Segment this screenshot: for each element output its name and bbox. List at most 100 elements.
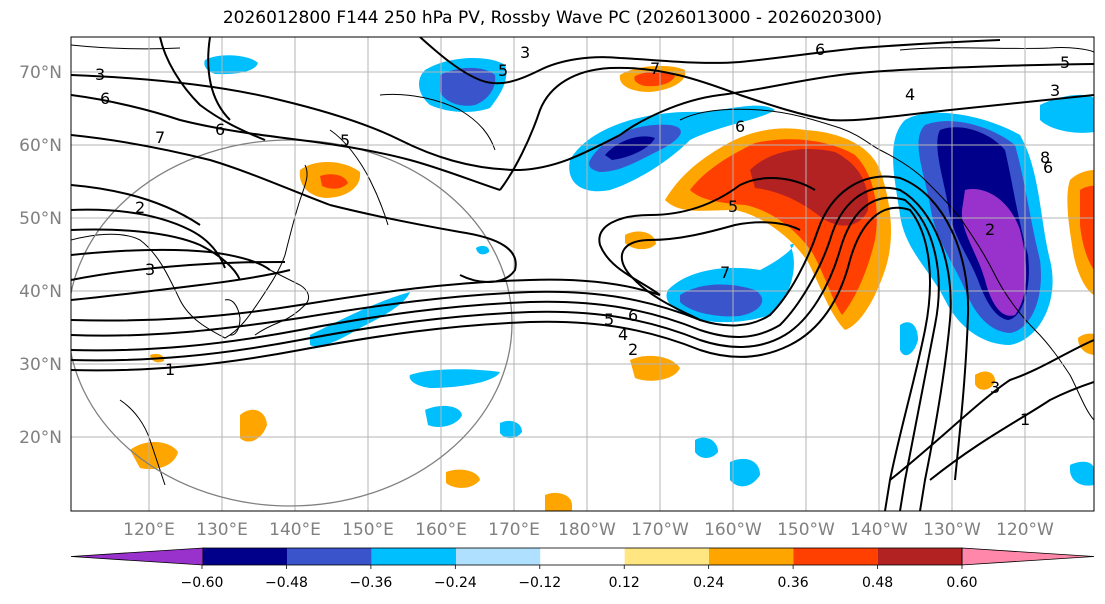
contour-layer	[71, 37, 1094, 511]
colorbar-swatch	[709, 548, 794, 565]
positive-anomaly-region	[634, 71, 675, 87]
contour-line	[207, 37, 231, 121]
contour-label: 6	[735, 117, 745, 136]
lat-label: 40°N	[19, 282, 62, 302]
lon-label: 150°W	[777, 520, 835, 540]
contour-label: 3	[990, 378, 1000, 397]
contour-line	[929, 381, 1094, 481]
contour-line	[598, 177, 816, 296]
colorbar-swatch	[793, 548, 878, 565]
contour-label: 6	[215, 120, 225, 139]
colorbar-tick-label: 0.60	[946, 575, 977, 591]
colorbar-tick-label: 0.36	[778, 575, 809, 591]
lat-label: 30°N	[19, 355, 62, 375]
contour-label: 5	[604, 310, 614, 329]
negative-anomaly-region	[1070, 461, 1094, 486]
contour-line	[889, 339, 1094, 481]
contour-label: 2	[628, 340, 638, 359]
colorbar-tick-label: 0.12	[609, 575, 640, 591]
contour-value-labels: 3 6 2 7 6 5 3 7 6 5 4 6 6 5 4 2 7 5 3 1 …	[95, 40, 1070, 429]
colorbar-tick-label: 0.48	[862, 575, 893, 591]
colorbar-swatch	[456, 548, 541, 565]
contour-label: 7	[720, 263, 730, 282]
negative-anomaly-region	[569, 105, 775, 192]
contour-label: 4	[618, 325, 628, 344]
contour-label: 6	[1043, 158, 1053, 177]
coastline-arctic	[71, 44, 1094, 53]
colorbar-swatch	[287, 548, 372, 565]
lat-label: 70°N	[19, 63, 62, 83]
colorbar-extend-max	[961, 547, 1095, 566]
positive-anomaly-region	[545, 492, 572, 511]
colorbar-tick-label: 0.24	[693, 575, 724, 591]
negative-anomaly-region	[500, 420, 522, 439]
lon-label: 170°E	[488, 520, 540, 540]
colorbar-swatch	[877, 548, 962, 565]
contour-line	[619, 63, 1094, 136]
lat-label: 60°N	[19, 136, 62, 156]
latitude-labels: 70°N 60°N 50°N 40°N 30°N 20°N	[19, 63, 62, 448]
map-frame	[70, 36, 1095, 512]
lon-label: 180°W	[558, 520, 616, 540]
positive-anomaly-region	[446, 469, 480, 488]
negative-anomaly-region	[440, 67, 496, 106]
negative-anomaly-region	[961, 189, 1027, 316]
contour-label: 3	[145, 260, 155, 279]
colorbar-tick-label: −0.12	[518, 575, 561, 591]
contour-line	[71, 74, 621, 172]
coastline-alaska	[679, 108, 926, 181]
lon-label: 120°E	[123, 520, 175, 540]
contour-label: 4	[905, 85, 915, 104]
contour-label: 3	[1050, 81, 1060, 100]
colorbar-extend-min	[70, 547, 204, 566]
colorbar: −0.60 −0.48 −0.36 −0.24 −0.12 0.12 0.24 0.36 0.4…	[70, 547, 1095, 591]
contour-line	[71, 186, 952, 511]
contour-label: 5	[498, 61, 508, 80]
contour-line	[71, 206, 931, 511]
lon-label: 130°W	[923, 520, 981, 540]
contour-label: 5	[728, 197, 738, 216]
colorbar-swatch	[540, 548, 625, 565]
negative-anomaly-region	[1040, 94, 1094, 133]
lon-label: 160°E	[415, 520, 467, 540]
negative-anomaly-region	[409, 369, 500, 388]
contour-label: 5	[1060, 53, 1070, 72]
lat-label: 20°N	[19, 428, 62, 448]
positive-anomaly-region	[630, 355, 680, 381]
contour-line	[419, 37, 1001, 85]
map-title: 2026012800 F144 250 hPa PV, Rossby Wave …	[222, 8, 883, 28]
colorbar-tick-label: −0.60	[181, 575, 224, 591]
contour-line	[620, 221, 801, 321]
contour-line	[499, 66, 1094, 191]
coastline-korea	[224, 299, 241, 336]
negative-anomaly-region	[730, 458, 760, 487]
lon-label: 140°E	[269, 520, 321, 540]
contour-line	[71, 278, 661, 322]
contour-line	[71, 94, 501, 191]
negative-anomaly-region	[680, 284, 763, 317]
contour-line	[71, 175, 970, 481]
coastline-siberia	[379, 93, 496, 151]
coastline-na-west	[924, 179, 1094, 421]
negative-anomaly-region	[425, 405, 462, 427]
negative-anomaly-region	[605, 136, 655, 160]
contour-label: 6	[815, 40, 825, 59]
contour-line	[71, 184, 291, 301]
colorbar-tick-label: −0.36	[349, 575, 392, 591]
contour-label: 3	[95, 65, 105, 84]
contour-label: 6	[628, 306, 638, 325]
lat-label: 50°N	[19, 209, 62, 229]
negative-anomaly-region	[204, 55, 258, 75]
positive-anomaly-region	[320, 174, 348, 189]
lon-label: 150°E	[342, 520, 394, 540]
contour-label: 2	[135, 198, 145, 217]
longitude-labels: 120°E 130°E 140°E 150°E 160°E 170°E 180°…	[123, 520, 1054, 540]
contour-line	[71, 134, 331, 206]
colorbar-outline	[202, 547, 963, 566]
contour-label: 5	[340, 131, 350, 150]
coastline-kamchatka	[329, 129, 389, 226]
contour-label: 1	[1020, 410, 1030, 429]
colorbar-tick-label: −0.48	[265, 575, 308, 591]
lon-label: 120°W	[996, 520, 1054, 540]
